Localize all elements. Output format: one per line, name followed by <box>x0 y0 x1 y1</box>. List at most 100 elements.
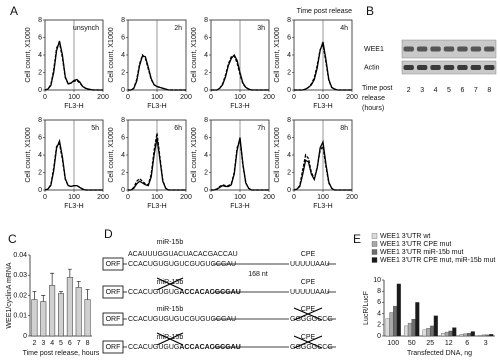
y-tick-label: 0 <box>23 333 27 340</box>
cross-out <box>293 307 323 321</box>
blot-band <box>470 65 482 70</box>
seq-backdrop <box>289 287 327 297</box>
x-tick-label: 7 <box>77 340 81 347</box>
lane-label: 3 <box>420 87 424 94</box>
lane-label: 8 <box>487 87 491 94</box>
bar <box>411 319 416 337</box>
orf-box <box>102 257 124 271</box>
y-axis-label: Cell count, X1000 <box>25 127 32 182</box>
cpe-sequence: UUUUUAAU <box>290 261 330 268</box>
orf-box <box>102 340 124 354</box>
bar <box>422 329 427 337</box>
y-tick-label: 0 <box>38 187 42 194</box>
sequence-part: CCACUGUGUGUCGUGUGCGAU <box>128 316 236 323</box>
plot-title: 5h <box>91 125 99 132</box>
y-tick-label: 2 <box>204 169 208 176</box>
orf-label: ORF <box>106 261 121 268</box>
sequence: CCACUGUGUGUCGUGUGCGAU <box>128 316 236 323</box>
sequence-part: CCACUGUGUG <box>128 289 179 296</box>
blot-band <box>484 46 495 52</box>
y-tick-label: 0 <box>204 187 208 194</box>
y-tick-label: 2 <box>121 169 125 176</box>
y-tick-label: 2 <box>377 322 381 329</box>
y-tick-label: 6 <box>204 34 208 41</box>
seq-backdrop <box>127 287 213 297</box>
sequence-part: ACCACACGCGAU <box>179 289 240 296</box>
y-tick-label: 4 <box>287 152 291 159</box>
orf-box <box>102 285 124 299</box>
y-tick-label: 6 <box>287 34 291 41</box>
lane-label: 6 <box>460 87 464 94</box>
y-tick-label: 6 <box>121 34 125 41</box>
bar <box>66 277 73 337</box>
y-tick-label: 6 <box>287 134 291 141</box>
legend-label: WEE1 3'UTR CPE mut, miR-15b mut <box>380 257 495 264</box>
y-tick-label: 2 <box>38 69 42 76</box>
x-axis-label: FL3-H <box>230 103 249 110</box>
x-tick-label: 100 <box>234 94 246 101</box>
cross-out <box>156 332 184 346</box>
blot-band <box>470 46 482 52</box>
y-tick-label: 0.02 <box>13 292 27 299</box>
plot-title: 3h <box>257 25 265 32</box>
bar <box>426 328 431 337</box>
x-tick-label: 200 <box>263 94 275 101</box>
y-tick-label: 0 <box>38 87 42 94</box>
lane-label: 5 <box>447 87 451 94</box>
y-axis-label: Cell count, X1000 <box>108 27 115 82</box>
x-tick-label: 3 <box>41 340 45 347</box>
legend-swatch <box>371 233 378 239</box>
cpe-label: CPE <box>301 279 316 286</box>
x-axis-label: FL3-H <box>313 103 332 110</box>
y-axis-label: Cell count, X1000 <box>274 127 281 182</box>
y-tick-label: 6 <box>38 134 42 141</box>
bar <box>430 325 435 337</box>
lane-label: 4 <box>434 87 438 94</box>
cpe-sequence: UUUUUAAU <box>290 289 330 296</box>
x-tick-label: 200 <box>263 194 275 201</box>
seq-backdrop <box>289 314 327 324</box>
x-tick-label: 100 <box>234 194 246 201</box>
x-tick-label: 0 <box>209 194 213 201</box>
error-bar <box>85 289 90 300</box>
y-tick-label: 0 <box>377 333 381 340</box>
cross-out <box>156 277 184 291</box>
row-label: WEE1 <box>364 46 384 53</box>
plot-title: 4h <box>340 25 348 32</box>
x-tick-label: 200 <box>180 94 192 101</box>
y-tick-label: 4 <box>121 52 125 59</box>
y-tick-label: 8 <box>204 17 208 24</box>
y-tick-label: 8 <box>38 17 42 24</box>
bar <box>485 334 490 337</box>
bar <box>415 302 420 337</box>
legend-label: WEE1 3'UTR CPE mut <box>380 241 451 248</box>
histogram-curve <box>294 42 352 91</box>
y-tick-label: 4 <box>204 52 208 59</box>
error-bar <box>41 295 46 302</box>
y-tick-label: 2 <box>287 69 291 76</box>
panel-label: B <box>366 4 374 18</box>
gap-label: 168 nt <box>248 271 268 278</box>
y-tick-label: 8 <box>121 17 125 24</box>
panel-label: C <box>8 232 17 246</box>
cpe-label: CPE <box>301 251 316 258</box>
y-tick-label: 6 <box>204 134 208 141</box>
x-tick-label: 200 <box>180 194 192 201</box>
x-axis-label: Time post <box>362 85 393 92</box>
y-tick-label: 4 <box>204 152 208 159</box>
y-tick-label: 0.01 <box>13 313 27 320</box>
y-tick-label: 6 <box>121 134 125 141</box>
x-tick-label: 200 <box>97 194 109 201</box>
bar <box>31 299 38 337</box>
bar <box>441 333 446 337</box>
error-bar <box>32 291 37 300</box>
x-axis-label: release <box>362 95 385 102</box>
histogram-curve <box>44 40 103 91</box>
plot-title: 6h <box>174 125 182 132</box>
seq-backdrop <box>289 342 327 352</box>
y-axis-label: LucR/LucF <box>363 291 370 325</box>
legend-label: WEE1 3'UTR wt <box>380 233 430 240</box>
seq-backdrop <box>289 259 327 269</box>
y-axis-label: Cell count, X1000 <box>191 27 198 82</box>
